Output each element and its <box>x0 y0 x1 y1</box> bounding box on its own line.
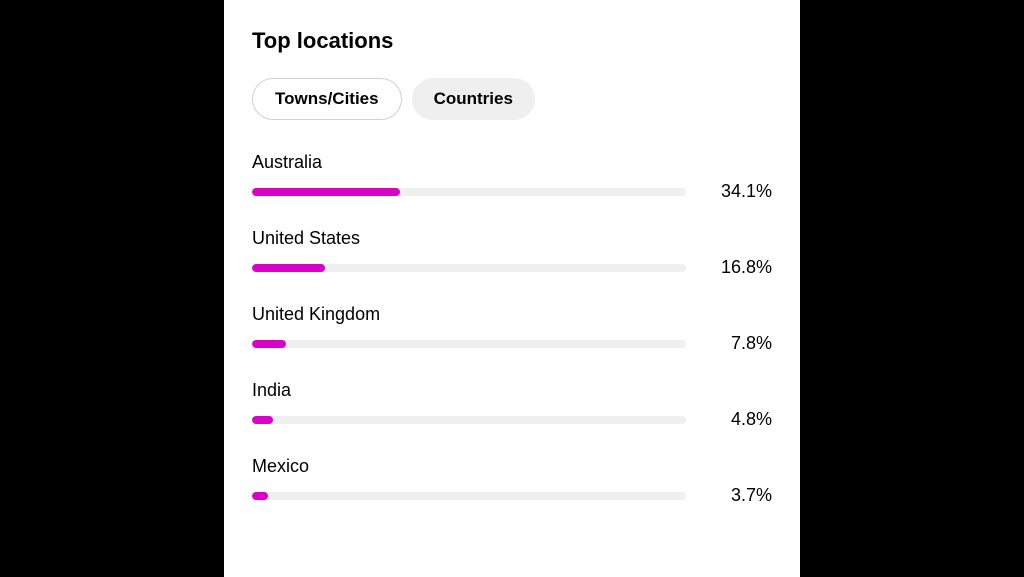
tab-towns-cities[interactable]: Towns/Cities <box>252 78 402 120</box>
location-name: Mexico <box>252 456 772 477</box>
bar-track <box>252 188 686 196</box>
locations-list: Australia 34.1% United States 16.8% Unit… <box>252 152 772 506</box>
bar-line: 34.1% <box>252 181 772 202</box>
bar-line: 3.7% <box>252 485 772 506</box>
bar-track <box>252 264 686 272</box>
bar-fill <box>252 340 286 348</box>
bar-fill <box>252 492 268 500</box>
location-name: India <box>252 380 772 401</box>
bar-line: 7.8% <box>252 333 772 354</box>
location-percent: 16.8% <box>706 257 772 278</box>
location-row: Mexico 3.7% <box>252 456 772 506</box>
bar-fill <box>252 188 400 196</box>
tab-countries[interactable]: Countries <box>412 78 535 120</box>
top-locations-panel: Top locations Towns/Cities Countries Aus… <box>224 0 800 577</box>
bar-fill <box>252 416 273 424</box>
bar-fill <box>252 264 325 272</box>
location-percent: 34.1% <box>706 181 772 202</box>
tabs-container: Towns/Cities Countries <box>252 78 772 120</box>
location-row: United Kingdom 7.8% <box>252 304 772 354</box>
location-name: Australia <box>252 152 772 173</box>
location-row: United States 16.8% <box>252 228 772 278</box>
location-percent: 3.7% <box>706 485 772 506</box>
bar-track <box>252 492 686 500</box>
location-percent: 7.8% <box>706 333 772 354</box>
bar-line: 16.8% <box>252 257 772 278</box>
panel-title: Top locations <box>252 28 772 54</box>
bar-track <box>252 416 686 424</box>
location-row: India 4.8% <box>252 380 772 430</box>
bar-track <box>252 340 686 348</box>
bar-line: 4.8% <box>252 409 772 430</box>
location-name: United Kingdom <box>252 304 772 325</box>
location-name: United States <box>252 228 772 249</box>
location-percent: 4.8% <box>706 409 772 430</box>
location-row: Australia 34.1% <box>252 152 772 202</box>
